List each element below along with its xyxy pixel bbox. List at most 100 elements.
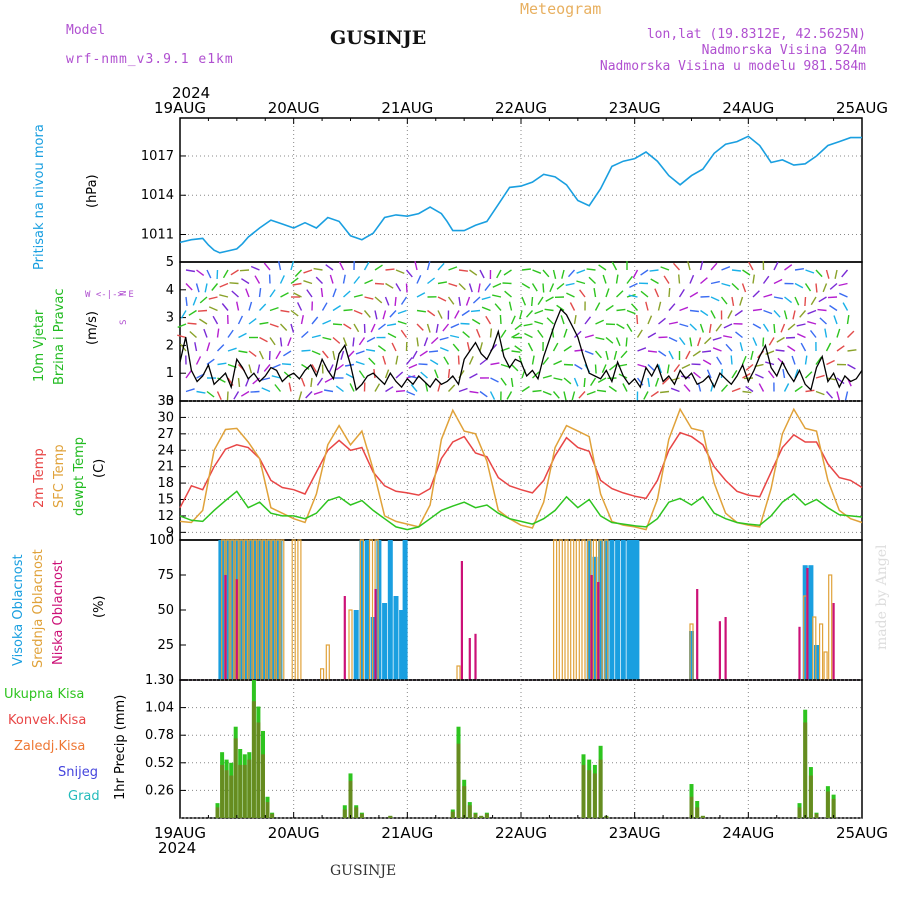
meteogram-label: Meteogram: [520, 0, 601, 18]
wind-barb: [492, 282, 502, 288]
wind-barb: [660, 266, 670, 271]
low-cloud-bar: [724, 617, 727, 680]
wind-barb: [510, 377, 514, 388]
high-cloud-bar: [626, 540, 632, 680]
wind-barb: [269, 289, 276, 298]
wind-barb: [773, 278, 783, 285]
wind-barb: [583, 377, 586, 388]
wind-barb: [418, 363, 428, 366]
mid-cloud-bar: [828, 574, 833, 681]
wind-barb: [819, 317, 827, 325]
wind-barb: [405, 269, 413, 278]
mid-cloud-bar: [564, 539, 569, 681]
wind-barb: [662, 377, 670, 385]
wind-barb: [576, 269, 586, 274]
wind-barb: [586, 268, 596, 271]
wind-barb: [496, 269, 502, 279]
wind-barb: [689, 337, 693, 347]
wind-barb: [584, 350, 594, 355]
wind-barb: [838, 282, 848, 287]
wind-barb: [259, 336, 268, 343]
wind-barb: [283, 350, 292, 357]
wind-barb: [605, 336, 614, 344]
wind-barb: [692, 350, 701, 357]
y-tick-label: 4: [166, 283, 174, 298]
wind-barb: [605, 288, 610, 298]
wind-barb: [773, 261, 779, 271]
high-cloud-bar: [232, 540, 238, 680]
mid-cloud-title: Srednja Oblacnost: [31, 549, 46, 668]
conv-rain-bar: [484, 813, 489, 818]
y-tick-label: 5: [166, 255, 174, 270]
high-cloud-bar: [277, 540, 283, 680]
conv-rain-bar: [348, 780, 353, 819]
conv-rain-bar: [224, 770, 229, 819]
wind-barb: [342, 274, 346, 284]
wind-barb: [400, 329, 408, 338]
wind-barb: [292, 282, 302, 286]
footer-station: GUSINJE: [330, 863, 396, 879]
wind-barb: [723, 335, 733, 339]
y-tick-label: 1014: [141, 188, 174, 203]
wind-barb: [465, 296, 471, 306]
wind-barb: [630, 303, 639, 311]
high-cloud-bar: [376, 540, 382, 680]
cloud-unit: (%): [92, 596, 107, 619]
wind-barb: [442, 323, 450, 332]
low-cloud-bar: [832, 603, 835, 680]
high-cloud-bar: [399, 610, 405, 680]
wind-barb: [434, 369, 439, 379]
wind-barb: [534, 309, 544, 315]
wind-barb: [556, 304, 565, 312]
high-cloud-bar: [620, 540, 626, 680]
wind-barb: [400, 296, 408, 305]
wind-barb: [259, 321, 269, 325]
wind-barb: [386, 323, 397, 327]
wind-barb: [689, 323, 697, 331]
wind-barb: [321, 302, 328, 311]
wind-barb: [492, 294, 502, 298]
wind-barb: [720, 296, 728, 305]
wind-barb: [458, 269, 468, 272]
wind-barb: [185, 370, 192, 379]
x-tick-label-bottom: 22AUG: [495, 824, 547, 842]
wind-barb: [212, 315, 219, 325]
wind-barb: [829, 304, 838, 312]
wind-barb: [731, 387, 741, 393]
wind-barb: [827, 296, 838, 299]
wind-barb: [452, 343, 460, 352]
wind-barb: [647, 377, 651, 388]
wind-barb: [313, 390, 323, 395]
wind-barb: [344, 363, 355, 367]
wind-barb: [222, 269, 229, 279]
x-tick-label-top: 24AUG: [722, 99, 774, 117]
wind-barb: [469, 390, 479, 394]
high-cloud-bar: [402, 540, 408, 680]
conv-rain-bar: [229, 775, 234, 819]
wind-barb: [395, 355, 399, 365]
wind-barb: [521, 268, 531, 271]
wind-barb: [439, 336, 449, 341]
wind-barb: [423, 337, 429, 347]
wind-barb: [258, 303, 267, 311]
wind-barb: [437, 310, 443, 319]
wind-barb: [797, 333, 806, 339]
wind-barb: [602, 274, 607, 284]
wind-barb: [358, 337, 366, 346]
wind-barb: [834, 269, 838, 279]
wind-barb: [810, 296, 817, 306]
wind-barb: [387, 332, 397, 339]
legend-frozen-rain: Zaledj.Kisa: [14, 739, 85, 754]
low-cloud-bar: [235, 579, 238, 680]
wind-barb: [787, 323, 796, 331]
wind-barb: [192, 296, 198, 306]
legend-snow: Snijeg: [58, 765, 98, 780]
wind-barb: [450, 334, 460, 339]
wind-barb: [647, 332, 657, 339]
model-label: Model: [66, 23, 105, 38]
wind-barb: [563, 377, 572, 385]
y-tick-label: 0: [166, 394, 174, 409]
sfc-temp-line: [179, 407, 863, 531]
wind-barb: [460, 322, 470, 325]
high-cloud-bar: [603, 540, 609, 680]
